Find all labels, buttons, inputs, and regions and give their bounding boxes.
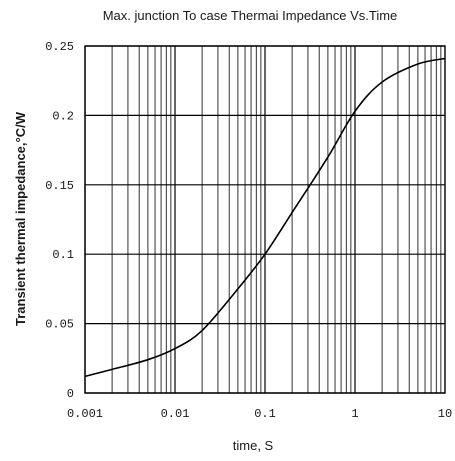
y-tick-label: 0.15 [45, 179, 74, 193]
grid-lines [84, 45, 445, 394]
y-tick-label: 0.2 [52, 109, 74, 123]
x-tick-label: 10 [438, 407, 452, 421]
chart-title: Max. junction To case Thermai Impedance … [103, 8, 398, 23]
x-tick-label: 0.1 [254, 407, 276, 421]
y-tick-label: 0.25 [45, 40, 74, 54]
y-tick-label: 0.05 [45, 318, 74, 332]
y-axis-label: Transient thermal impedance,°C/W [13, 111, 28, 326]
series-line [84, 57, 446, 378]
x-tick-label: 0.01 [161, 407, 190, 421]
x-tick-label: 0.001 [67, 407, 103, 421]
x-tick-labels: 0.001 0.01 0.1 1 10 [67, 407, 452, 421]
y-tick-labels: 0 0.05 0.1 0.15 0.2 0.25 [45, 40, 74, 401]
y-tick-label: 0 [67, 387, 74, 401]
plot-frame [84, 45, 446, 394]
series-layer [84, 57, 446, 378]
x-tick-label: 1 [351, 407, 358, 421]
x-axis-label: time, S [233, 438, 274, 453]
y-tick-label: 0.1 [52, 248, 74, 262]
